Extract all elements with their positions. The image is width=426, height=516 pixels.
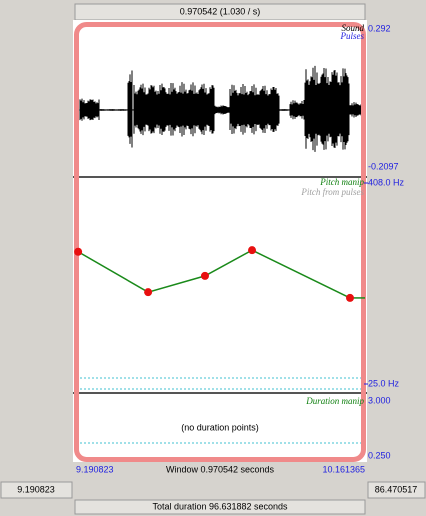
total-duration: Total duration 96.631882 seconds — [152, 501, 288, 511]
top-bar-text: 0.970542 (1.030 / s) — [180, 6, 261, 16]
duration-y-bottom: 0.250 — [368, 450, 391, 460]
visible-end: 86.470517 — [375, 484, 418, 494]
selection — [74, 22, 366, 462]
pitch-point — [144, 288, 153, 297]
pitch-pulses-label: Pitch from pulses — [300, 187, 364, 197]
sound-y-bottom: -0.2097 — [368, 161, 399, 171]
pitch-y-label: 408.0 Hz — [368, 177, 405, 187]
total-bar[interactable] — [74, 499, 366, 515]
pitch-point — [346, 293, 355, 302]
pulses-label: Pulses — [340, 31, 365, 41]
pitch-point — [200, 271, 209, 280]
duration-label: Duration manip — [305, 396, 364, 406]
visible-start: 9.190823 — [17, 484, 55, 494]
no-points-message: (no duration points) — [181, 422, 259, 432]
window-caption: Window 0.970542 seconds — [166, 464, 275, 474]
pitch-point — [248, 246, 257, 255]
right-box[interactable] — [367, 481, 426, 499]
pitch-point — [74, 247, 83, 256]
pitch-y-label: 25.0 Hz — [368, 378, 400, 388]
window-start: 9.190823 — [76, 464, 114, 474]
left-box[interactable] — [0, 481, 73, 499]
duration-y-top: 3.000 — [368, 395, 391, 405]
sound-label: Sound — [342, 23, 365, 33]
waveform — [79, 65, 364, 152]
window-end: 10.161365 — [322, 464, 365, 474]
sound-y-top: 0.292 — [368, 23, 391, 33]
pitch-label: Pitch manip — [319, 177, 364, 187]
